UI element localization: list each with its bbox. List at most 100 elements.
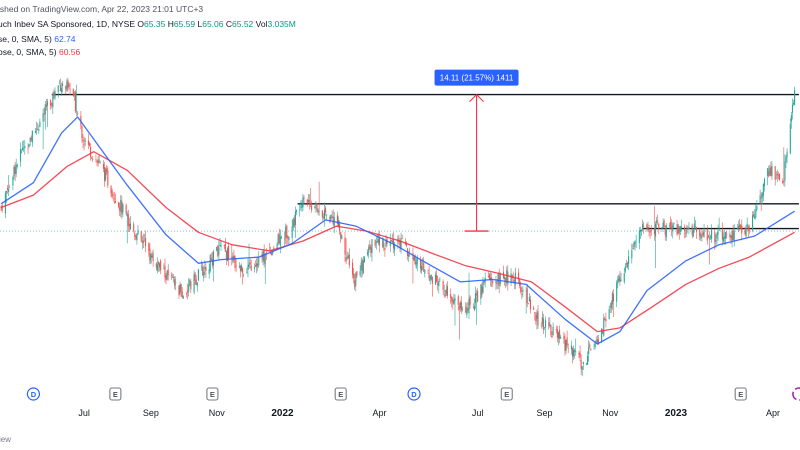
candle-body [692, 229, 694, 237]
event-badge-earnings-3[interactable]: E [206, 387, 219, 401]
event-badge-pending-8[interactable] [792, 387, 800, 401]
candle-2021-05-13 [30, 135, 32, 142]
candle-2021-05-21 [39, 118, 41, 128]
candle-body [318, 211, 320, 212]
candle-body [408, 254, 410, 257]
candle-2023-01-25 [701, 228, 703, 242]
ohlc-volume: 3.035M [267, 19, 296, 29]
candle-body [295, 210, 298, 212]
candle-body [451, 297, 453, 302]
candle-body [654, 223, 657, 237]
candle-body [196, 282, 198, 287]
event-badge-earnings-2[interactable]: E [109, 387, 122, 401]
candle-2022-01-14 [295, 209, 298, 216]
candle-2021-07-05 [87, 133, 89, 150]
candle-body [278, 233, 280, 244]
candle-body [256, 263, 258, 267]
candle-body [658, 223, 660, 230]
candle-2022-04-01 [378, 230, 381, 253]
candle-2022-01-12 [293, 215, 295, 229]
candle-body [288, 236, 290, 241]
candle-2022-02-08 [322, 213, 325, 220]
candle-2021-06-03 [53, 89, 55, 99]
candle-body [648, 229, 650, 231]
candle-body [792, 103, 795, 105]
candle-2021-07-22 [106, 164, 108, 176]
candle-body [216, 246, 218, 252]
candle-2022-08-23 [534, 311, 536, 321]
candle-body [210, 257, 212, 261]
candle-2022-07-15 [492, 279, 494, 287]
candle-body [414, 255, 416, 265]
candle-body [346, 257, 348, 259]
candle-2022-03-08 [353, 268, 355, 284]
event-badge-earnings-6[interactable]: E [500, 387, 513, 401]
publisher-line: ished on TradingView.com, Apr 22, 2023 2… [0, 4, 204, 14]
event-badge-dividend-5[interactable]: D [407, 387, 421, 401]
candle-2021-04-27 [13, 164, 15, 180]
candle-2022-11-04 [612, 288, 615, 318]
candle-2021-05-17 [35, 128, 37, 134]
candle-body [223, 245, 225, 246]
candle-body [566, 337, 568, 346]
event-badge-dividend-1[interactable]: D [26, 387, 41, 401]
event-badge-earnings-4[interactable]: E [334, 387, 347, 401]
candle-2023-03-02 [740, 224, 742, 230]
candle-body [446, 286, 448, 296]
candle-body [195, 279, 197, 285]
candle-2021-07-29 [113, 191, 115, 204]
candle-body [50, 100, 52, 106]
candle-body [639, 229, 641, 232]
candle-body [536, 312, 538, 319]
candle-2021-04-29 [15, 158, 17, 178]
candle-body [308, 200, 310, 203]
candle-body [321, 210, 323, 218]
candle-body [212, 251, 215, 266]
candle-2022-10-05 [580, 354, 582, 376]
candle-2022-12-12 [653, 205, 655, 241]
candle-body [306, 199, 308, 203]
candle-body [488, 274, 491, 280]
candle-2021-12-09 [257, 256, 259, 272]
candle-body [1, 205, 3, 211]
candle-2023-01-16 [691, 223, 693, 239]
candle-body [287, 236, 289, 239]
candle-body [492, 280, 494, 284]
candle-2023-01-17 [692, 228, 694, 238]
candle-2023-01-31 [707, 234, 709, 238]
candle-body [58, 82, 60, 84]
candle-body [97, 159, 99, 164]
ma-fast-legend[interactable]: se, 0, SMA, 5) 62.74 [0, 33, 76, 45]
candle-body [717, 231, 719, 235]
candle-body [173, 277, 175, 278]
candle-2021-05-07 [24, 140, 26, 155]
candle-body [670, 222, 672, 229]
candle-2021-06-04 [54, 87, 56, 101]
candle-body [253, 267, 255, 269]
candle-2021-04-23 [9, 184, 11, 189]
candle-body [777, 175, 779, 177]
candle-body [454, 298, 456, 301]
candle-2022-02-04 [318, 181, 320, 216]
candle-body [695, 227, 698, 232]
candle-body [201, 266, 203, 268]
ma-slow-legend[interactable]: ose, 0, SMA, 5) 60.56 [0, 46, 80, 58]
candle-2023-04-12 [784, 154, 786, 187]
candle-body [326, 214, 328, 216]
candle-2021-06-10 [60, 82, 63, 96]
ma-slow-value: 60.56 [58, 47, 81, 57]
candle-2022-06-01 [444, 289, 446, 298]
candle-body [360, 262, 362, 271]
candle-body [156, 264, 158, 271]
price-measure-tool[interactable]: 14.11 (21.57%) 1411 [434, 69, 519, 232]
candle-2022-09-05 [548, 317, 550, 330]
candle-2021-08-16 [133, 221, 135, 233]
candle-2022-08-08 [518, 268, 520, 284]
candle-2022-01-19 [301, 199, 303, 212]
event-badge-earnings-7[interactable]: E [734, 387, 747, 401]
candle-2021-11-29 [246, 267, 248, 275]
candle-2022-05-31 [443, 284, 445, 298]
candle-2021-12-10 [258, 251, 260, 268]
